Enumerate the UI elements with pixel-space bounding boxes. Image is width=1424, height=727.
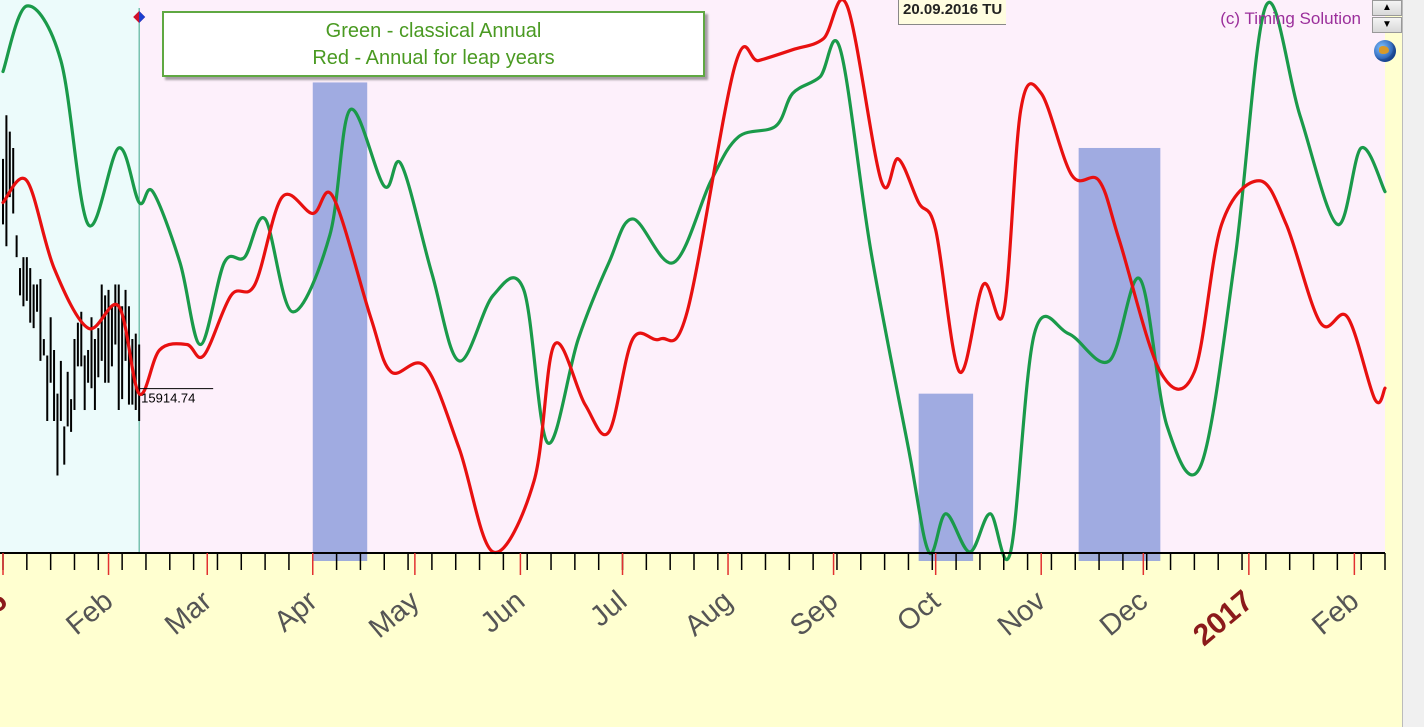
right-axis-background bbox=[1385, 0, 1402, 553]
triangle-down-icon: ▼ bbox=[1382, 19, 1392, 30]
current-date-label: 20.09.2016 TU bbox=[898, 0, 1007, 25]
legend-green-label: Green - classical Annual bbox=[325, 20, 542, 42]
globe-icon[interactable] bbox=[1374, 40, 1396, 62]
legend-box: Green - classical Annual Red - Annual fo… bbox=[162, 11, 705, 77]
triangle-up-icon: ▲ bbox=[1382, 2, 1392, 13]
copyright-label: (c) Timing Solution bbox=[1220, 9, 1361, 28]
last-price-label: 15914.74 bbox=[141, 391, 195, 406]
now-marker-half-icon bbox=[139, 11, 146, 23]
scroll-down-button[interactable]: ▼ bbox=[1372, 17, 1402, 33]
axis-background bbox=[0, 553, 1402, 727]
scroll-up-button[interactable]: ▲ bbox=[1372, 0, 1402, 16]
highlight-range-1 bbox=[918, 393, 974, 561]
right-scroll-panel[interactable] bbox=[1402, 0, 1424, 727]
series-line-1 bbox=[1, 0, 1387, 554]
legend-red-label: Red - Annual for leap years bbox=[312, 47, 555, 69]
